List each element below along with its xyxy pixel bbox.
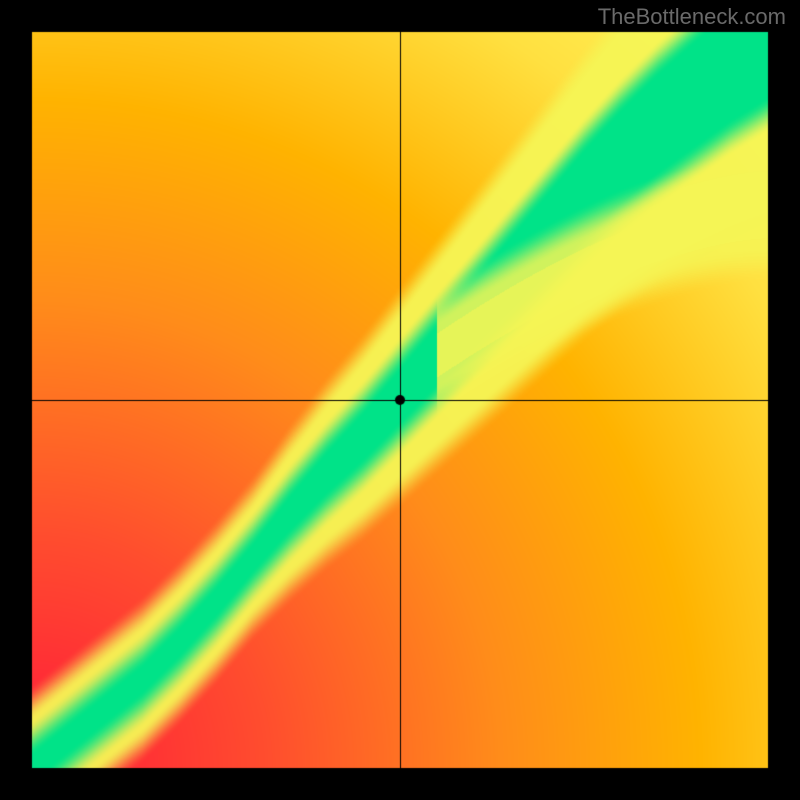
heatmap-canvas xyxy=(0,0,800,800)
chart-container: TheBottleneck.com xyxy=(0,0,800,800)
watermark-text: TheBottleneck.com xyxy=(598,4,786,30)
